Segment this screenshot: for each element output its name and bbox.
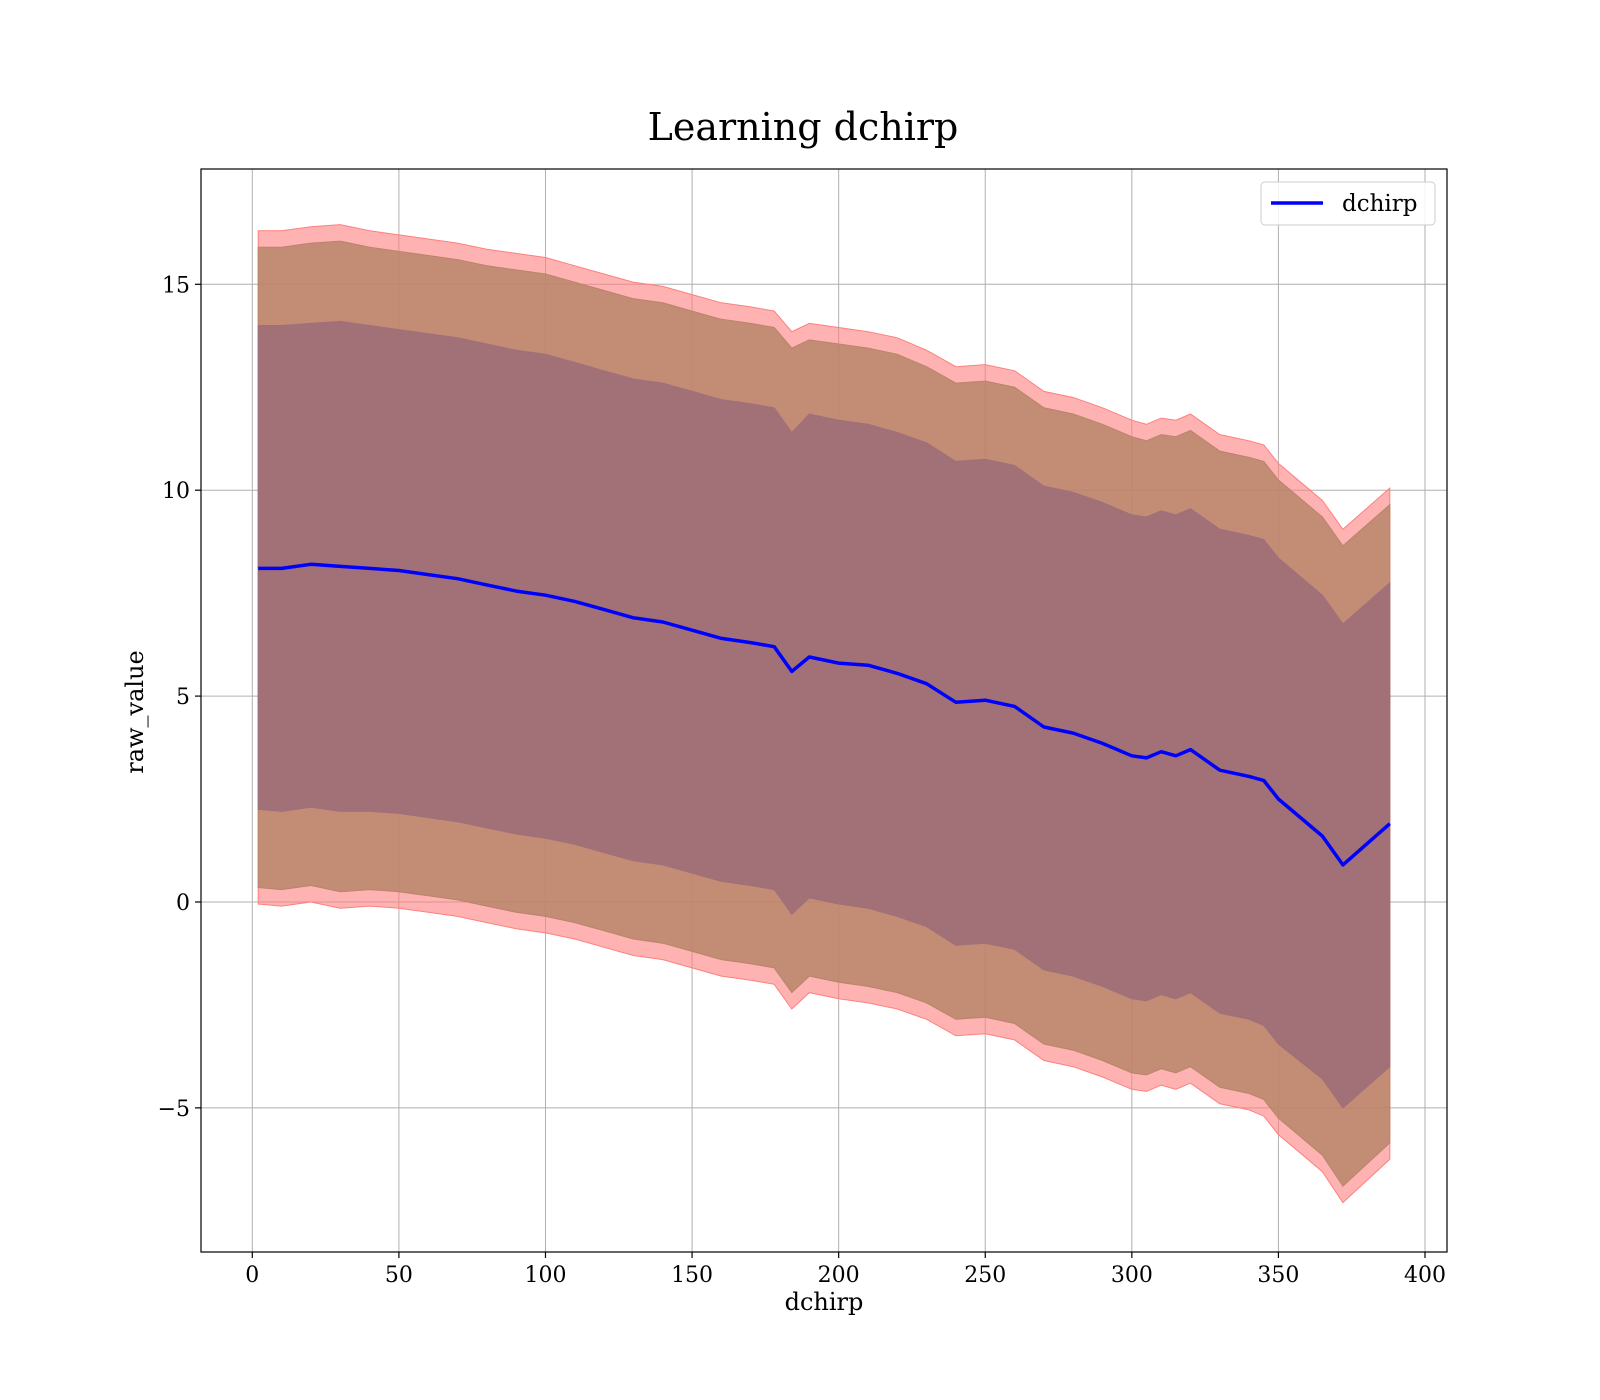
y-tick-label-2: 5 <box>176 685 190 710</box>
x-tick-label-2: 100 <box>524 1263 566 1288</box>
series-line-dchirp <box>258 562 1391 867</box>
confidence-bands <box>257 224 1391 1204</box>
plot-frame <box>200 168 1448 1253</box>
y-tick-label-4: 15 <box>162 273 190 298</box>
band-inner <box>257 320 1391 1109</box>
x-tick-label-4: 200 <box>818 1263 860 1288</box>
y-tick-label-0: −5 <box>158 1097 190 1122</box>
x-axis-label: dchirp <box>785 1288 864 1316</box>
x-tick-label-3: 150 <box>671 1263 713 1288</box>
y-tick-label-3: 10 <box>162 479 190 504</box>
x-tick-label-6: 300 <box>1111 1263 1153 1288</box>
x-axis-ticks: 0 50 100 150 200 250 300 350 400 <box>245 1252 1446 1288</box>
legend-box <box>1260 181 1436 226</box>
legend-label-dchirp: dchirp <box>1342 191 1418 217</box>
x-tick-label-1: 50 <box>385 1263 413 1288</box>
chart-title: Learning dchirp <box>648 105 959 149</box>
x-tick-label-7: 350 <box>1257 1263 1299 1288</box>
y-tick-label-1: 0 <box>176 891 190 916</box>
x-tick-label-5: 250 <box>964 1263 1006 1288</box>
y-axis-label: raw_value <box>121 650 149 774</box>
series-lines <box>258 562 1391 867</box>
x-tick-label-8: 400 <box>1404 1263 1446 1288</box>
legend: dchirp <box>1260 181 1436 226</box>
x-tick-label-0: 0 <box>245 1263 259 1288</box>
y-axis-ticks: −5 0 5 10 15 <box>158 273 201 1122</box>
